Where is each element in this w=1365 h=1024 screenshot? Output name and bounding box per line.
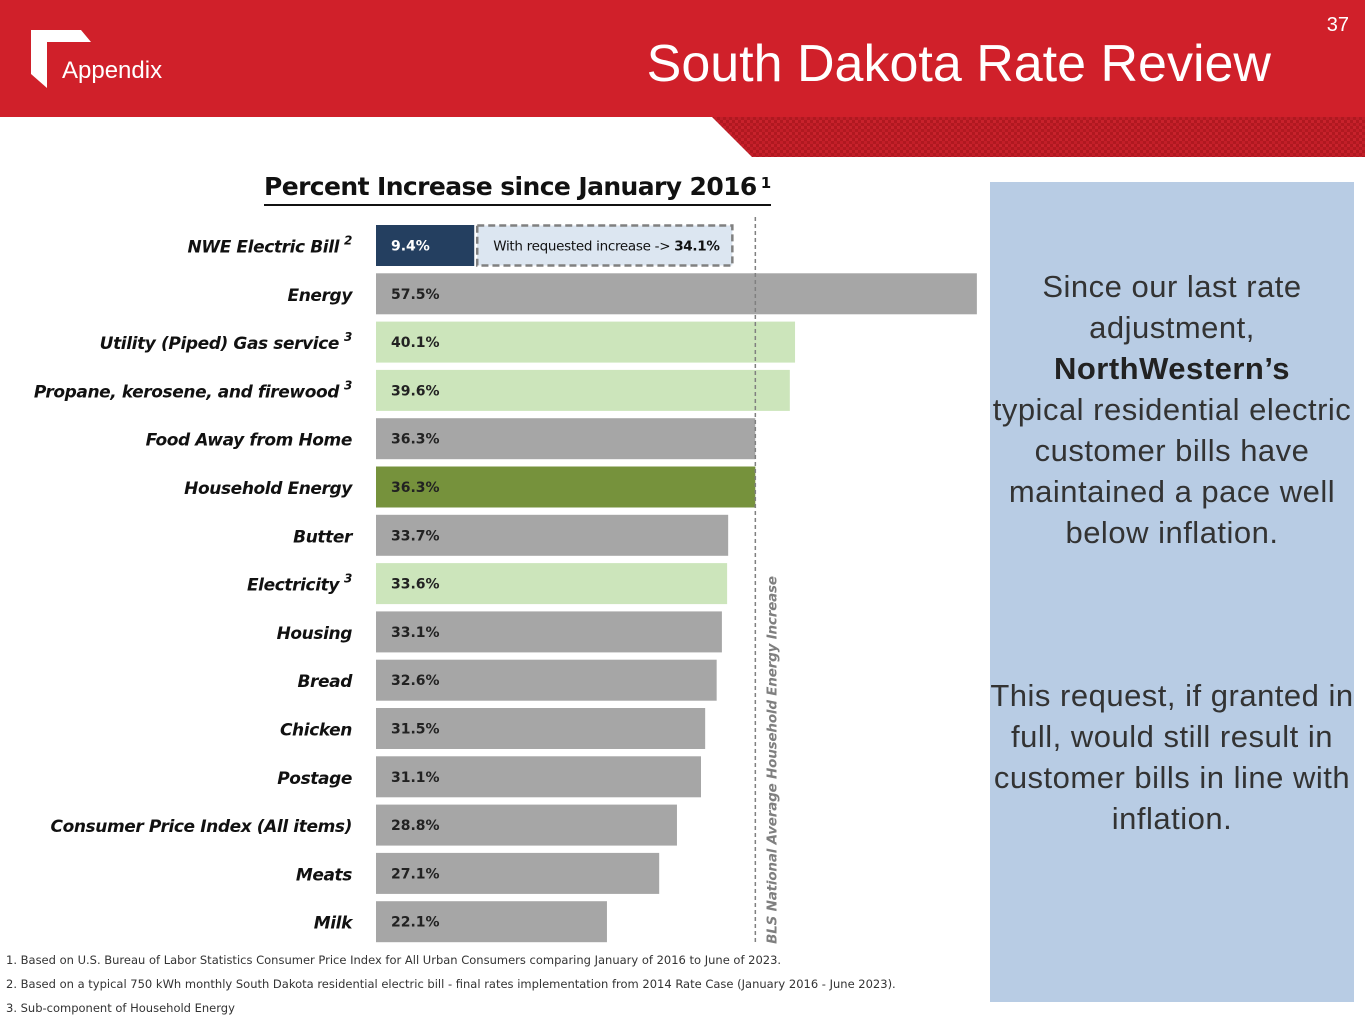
value-label-10: 31.5% — [391, 722, 440, 738]
category-label-10: Chicken — [280, 721, 352, 741]
bar-1 — [376, 273, 977, 315]
category-label-1: Energy — [288, 286, 354, 306]
category-label-4: Food Away from Home — [146, 431, 352, 451]
category-label-5: Household Energy — [184, 479, 353, 499]
value-label-8: 33.1% — [391, 625, 440, 641]
category-label-11: Postage — [277, 769, 352, 789]
category-label-6: Butter — [293, 527, 354, 547]
bar-10 — [376, 708, 706, 749]
value-label-1: 57.5% — [391, 287, 440, 303]
bar-3 — [376, 369, 790, 411]
bar-8 — [376, 611, 722, 653]
value-label-0: 9.4% — [391, 239, 430, 255]
bar-12 — [376, 804, 677, 846]
summary-paragraph-1: Since our last rate adjustment, NorthWest… — [990, 266, 1354, 553]
reference-line-label: BLS National Average Household Energy In… — [764, 576, 780, 944]
bar-9 — [376, 659, 717, 701]
category-label-7: Electricity 3 — [247, 572, 352, 596]
requested-increase-box — [475, 224, 734, 267]
bar-0 — [376, 225, 475, 266]
chart-title-text: Percent Increase since January 2016 — [264, 172, 757, 201]
category-label-0: NWE Electric Bill 2 — [188, 234, 353, 258]
section-label: Appendix — [62, 57, 163, 84]
summary-company-name: NorthWestern’s — [1053, 351, 1291, 386]
category-label-2: Utility (Piped) Gas service 3 — [100, 330, 352, 354]
header-texture-band — [0, 117, 1365, 157]
value-label-2: 40.1% — [391, 335, 440, 351]
bar-14 — [376, 901, 607, 943]
company-logo-icon — [31, 30, 91, 97]
category-label-3: Propane, kerosene, and firewood 3 — [34, 378, 352, 402]
summary-callout: Since our last rate adjustment, NorthWest… — [990, 182, 1354, 1002]
category-label-14: Milk — [314, 914, 354, 934]
footnote-1: 1. Based on U.S. Bureau of Labor Statist… — [6, 953, 782, 967]
category-label-12: Consumer Price Index (All items) — [51, 817, 353, 837]
category-label-9: Bread — [297, 672, 353, 692]
bar-5 — [376, 466, 756, 508]
value-label-4: 36.3% — [391, 432, 440, 448]
bar-6 — [376, 514, 729, 556]
value-label-7: 33.6% — [391, 577, 440, 593]
value-label-9: 32.6% — [391, 673, 440, 689]
chart-title: Percent Increase since January 2016 1 — [264, 170, 771, 206]
bar-4 — [376, 418, 756, 460]
bar-7 — [376, 563, 728, 605]
page-title: South Dakota Rate Review — [646, 35, 1271, 93]
bar-11 — [376, 756, 701, 798]
bar-chart: NWE Electric Bill 2 9.4% Energy 57.5% Utility… — [34, 217, 977, 945]
footnotes: 1. Based on U.S. Bureau of Labor Statist… — [6, 950, 896, 1022]
chart-title-footnote: 1 — [760, 174, 771, 192]
bar-13 — [376, 852, 660, 894]
requested-increase-label: With requested increase -> 34.1% — [493, 239, 720, 255]
footnote-2: 2. Based on a typical 750 kWh monthly So… — [6, 977, 896, 991]
value-label-5: 36.3% — [391, 480, 440, 496]
value-label-3: 39.6% — [391, 383, 440, 399]
summary-text-1b: typical residential electric customer bi… — [992, 392, 1352, 550]
header-banner — [0, 0, 1365, 117]
value-label-13: 27.1% — [391, 866, 440, 882]
summary-paragraph-2: This request, if granted in full, would … — [990, 678, 1354, 836]
summary-text-1a: Since our last rate adjustment, — [1042, 269, 1302, 345]
footnote-3: 3. Sub-component of Household Energy — [6, 1001, 235, 1015]
value-label-6: 33.7% — [391, 528, 440, 544]
page-number: 37 — [1326, 14, 1349, 36]
bar-2 — [376, 321, 796, 363]
value-label-11: 31.1% — [391, 770, 440, 786]
category-label-8: Housing — [277, 624, 353, 644]
value-label-12: 28.8% — [391, 818, 440, 834]
value-label-14: 22.1% — [391, 915, 440, 931]
category-label-13: Meats — [296, 865, 352, 885]
